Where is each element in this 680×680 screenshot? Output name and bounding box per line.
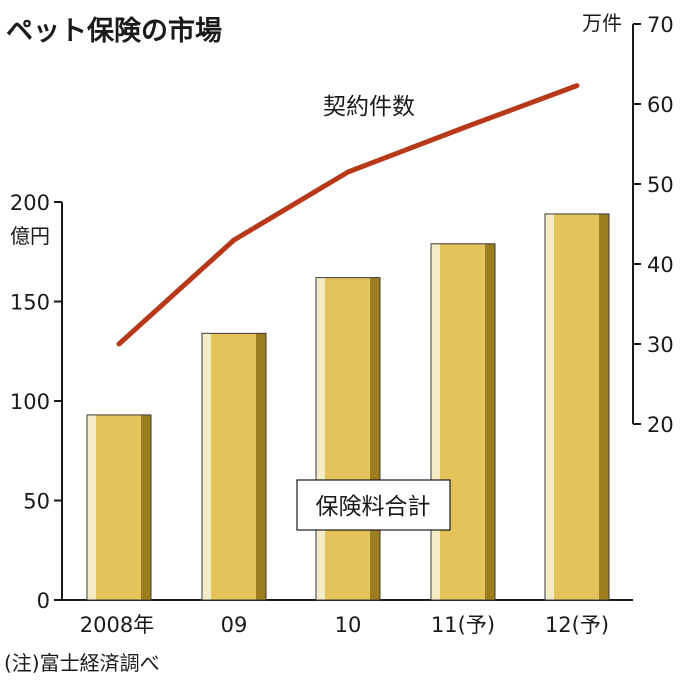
- right-tick-label: 50: [647, 173, 674, 197]
- right-tick-label: 60: [647, 93, 674, 117]
- right-tick-label: 20: [647, 413, 674, 437]
- right-tick-label: 70: [647, 13, 674, 37]
- left-tick-label: 100: [10, 390, 50, 414]
- bar-3: [430, 243, 496, 601]
- bar-shadow: [485, 243, 495, 601]
- category-label: 12(予): [545, 613, 609, 637]
- bar-outline: [201, 332, 267, 601]
- bar-body: [316, 277, 380, 600]
- bar-highlight: [316, 277, 325, 600]
- bars-group: [86, 213, 610, 601]
- left-axis: 0 50 100 150 200: [10, 191, 63, 613]
- bar-outline: [86, 414, 152, 601]
- bar-outline: [315, 277, 381, 601]
- right-unit-label: 万件: [582, 11, 622, 35]
- bar-highlight: [545, 213, 554, 600]
- bar-shadow: [599, 213, 609, 600]
- category-label: 10: [335, 613, 362, 637]
- category-label: 09: [221, 613, 248, 637]
- bar-series-label: 保険料合計: [316, 494, 431, 520]
- bar-body: [202, 333, 266, 600]
- bar-outline: [544, 213, 610, 601]
- category-label: 2008年: [80, 613, 154, 637]
- left-tick-label: 0: [37, 589, 50, 613]
- right-axis: 20 30 40 50 60 70: [632, 13, 674, 437]
- line-series-label: 契約件数: [323, 94, 415, 120]
- bar-shadow: [141, 414, 151, 600]
- bar-body: [431, 243, 495, 601]
- category-label: 11(予): [431, 613, 495, 637]
- right-tick-label: 30: [647, 333, 674, 357]
- bar-outline: [430, 243, 496, 601]
- left-tick-label: 150: [10, 291, 50, 315]
- bar-shadow: [256, 333, 266, 600]
- left-tick-label: 50: [23, 490, 50, 514]
- bar-2: [315, 277, 381, 601]
- source-note: (注)富士経済調べ: [4, 651, 160, 675]
- bar-body: [545, 213, 609, 600]
- left-unit-label: 億円: [10, 224, 50, 248]
- line-layer: [116, 83, 580, 347]
- category-labels: 2008年 09 10 11(予) 12(予): [80, 613, 609, 637]
- bar-highlight: [202, 333, 211, 600]
- bar-body: [87, 414, 151, 600]
- bar-shadow: [370, 277, 380, 600]
- right-tick-label: 40: [647, 253, 674, 277]
- bar-highlight: [431, 243, 440, 601]
- chart-title: ペット保険の市場: [6, 15, 222, 47]
- bar-0: [86, 414, 152, 601]
- bar-1: [201, 332, 267, 601]
- bar-series-label-box: 保険料合計: [296, 479, 451, 531]
- bar-highlight: [87, 414, 96, 600]
- left-tick-label: 200: [10, 191, 50, 215]
- bar-4: [544, 213, 610, 601]
